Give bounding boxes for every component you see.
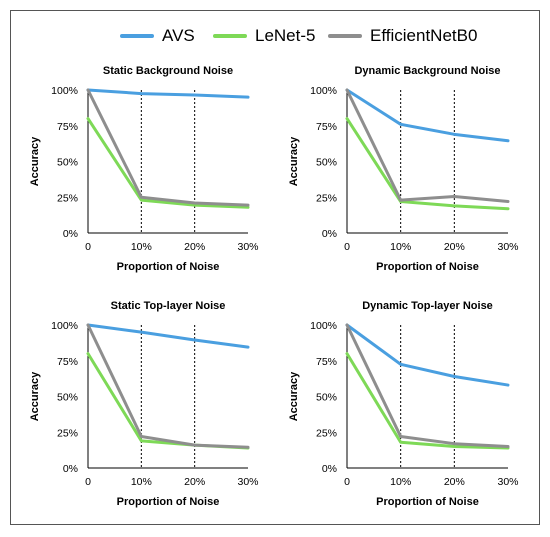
y-axis-label: Accuracy <box>288 136 300 186</box>
y-tick-label: 25% <box>316 427 337 439</box>
x-axis-label: Proportion of Noise <box>117 261 220 273</box>
chart-3: Static Top-layer Noise 0% 25% 50% 75% 100% 0 10… <box>29 300 259 508</box>
x-tick-label: 30% <box>497 476 518 488</box>
chart-title: Dynamic Background Noise <box>354 65 500 77</box>
y-tick-label: 0% <box>322 228 337 240</box>
x-tick-label: 0 <box>344 476 350 488</box>
series-line-lenet5 <box>86 352 250 450</box>
x-tick-label: 10% <box>131 476 152 488</box>
x-tick-label: 10% <box>131 241 152 253</box>
y-tick-label: 50% <box>57 157 78 169</box>
y-tick-label: 75% <box>316 121 337 133</box>
x-tick-label: 0 <box>85 241 91 253</box>
y-tick-label: 75% <box>316 356 337 368</box>
y-tick-label: 100% <box>310 320 337 332</box>
y-tick-label: 75% <box>57 356 78 368</box>
x-tick-label: 30% <box>237 241 258 253</box>
y-tick-label: 25% <box>57 192 78 204</box>
y-tick-label: 50% <box>316 157 337 169</box>
chart-2: Dynamic Background Noise 0% 25% 50% 75% 100% 0… <box>288 65 519 273</box>
legend-label-avs: AVS <box>162 26 195 45</box>
legend-item-avs: AVS <box>120 24 195 48</box>
y-tick-label: 0% <box>322 463 337 475</box>
x-tick-label: 30% <box>237 476 258 488</box>
legend-label-efficientnetb0: EfficientNetB0 <box>370 26 478 45</box>
x-tick-label: 10% <box>390 241 411 253</box>
y-tick-label: 100% <box>51 320 78 332</box>
series-line-lenet5 <box>345 117 510 211</box>
x-tick-label: 10% <box>390 476 411 488</box>
series-line-lenet5 <box>345 352 510 450</box>
x-axis-label: Proportion of Noise <box>376 496 479 508</box>
y-tick-label: 0% <box>63 463 78 475</box>
y-axis-label: Accuracy <box>288 371 300 421</box>
legend-item-lenet5: LeNet-5 <box>213 24 315 48</box>
series-line-avs <box>86 88 250 99</box>
series-line-efficientnetb0 <box>86 88 250 207</box>
series-line-avs <box>345 88 510 143</box>
x-tick-label: 20% <box>444 476 465 488</box>
y-axis-label: Accuracy <box>29 136 41 186</box>
series-line-avs <box>86 323 250 349</box>
chart-title: Static Background Noise <box>103 65 233 77</box>
y-tick-label: 75% <box>57 121 78 133</box>
legend-item-efficientnetb0: EfficientNetB0 <box>328 24 477 48</box>
x-axis-label: Proportion of Noise <box>376 261 479 273</box>
y-tick-label: 25% <box>316 192 337 204</box>
legend-swatch-efficientnetb0 <box>328 34 362 38</box>
series-line-efficientnetb0 <box>86 323 250 449</box>
y-tick-label: 100% <box>51 85 78 97</box>
y-tick-label: 0% <box>63 228 78 240</box>
x-tick-label: 20% <box>444 241 465 253</box>
legend-swatch-lenet5 <box>213 34 247 38</box>
y-tick-label: 100% <box>310 85 337 97</box>
y-tick-label: 25% <box>57 427 78 439</box>
legend-label-lenet5: LeNet-5 <box>255 26 316 45</box>
chart-title: Static Top-layer Noise <box>111 300 226 312</box>
chart-4: Dynamic Top-layer Noise 0% 25% 50% 75% 100% 0 1… <box>288 300 519 508</box>
series-line-lenet5 <box>86 117 250 209</box>
legend-swatch-avs <box>120 34 154 38</box>
x-tick-label: 20% <box>184 476 205 488</box>
series-line-avs <box>345 323 510 387</box>
legend: AVS LeNet-5 EfficientNetB0 <box>0 24 550 48</box>
x-tick-label: 0 <box>85 476 91 488</box>
y-tick-label: 50% <box>57 392 78 404</box>
x-axis-label: Proportion of Noise <box>117 496 220 508</box>
series-line-efficientnetb0 <box>345 323 510 449</box>
y-tick-label: 50% <box>316 392 337 404</box>
x-tick-label: 30% <box>497 241 518 253</box>
x-tick-label: 20% <box>184 241 205 253</box>
figure-frame <box>10 10 540 525</box>
x-tick-label: 0 <box>344 241 350 253</box>
chart-1: Static Background Noise 0% 25% 50% 75% 100% 0 1… <box>29 65 259 273</box>
series-line-efficientnetb0 <box>345 88 510 204</box>
y-axis-label: Accuracy <box>29 371 41 421</box>
chart-title: Dynamic Top-layer Noise <box>362 300 493 312</box>
